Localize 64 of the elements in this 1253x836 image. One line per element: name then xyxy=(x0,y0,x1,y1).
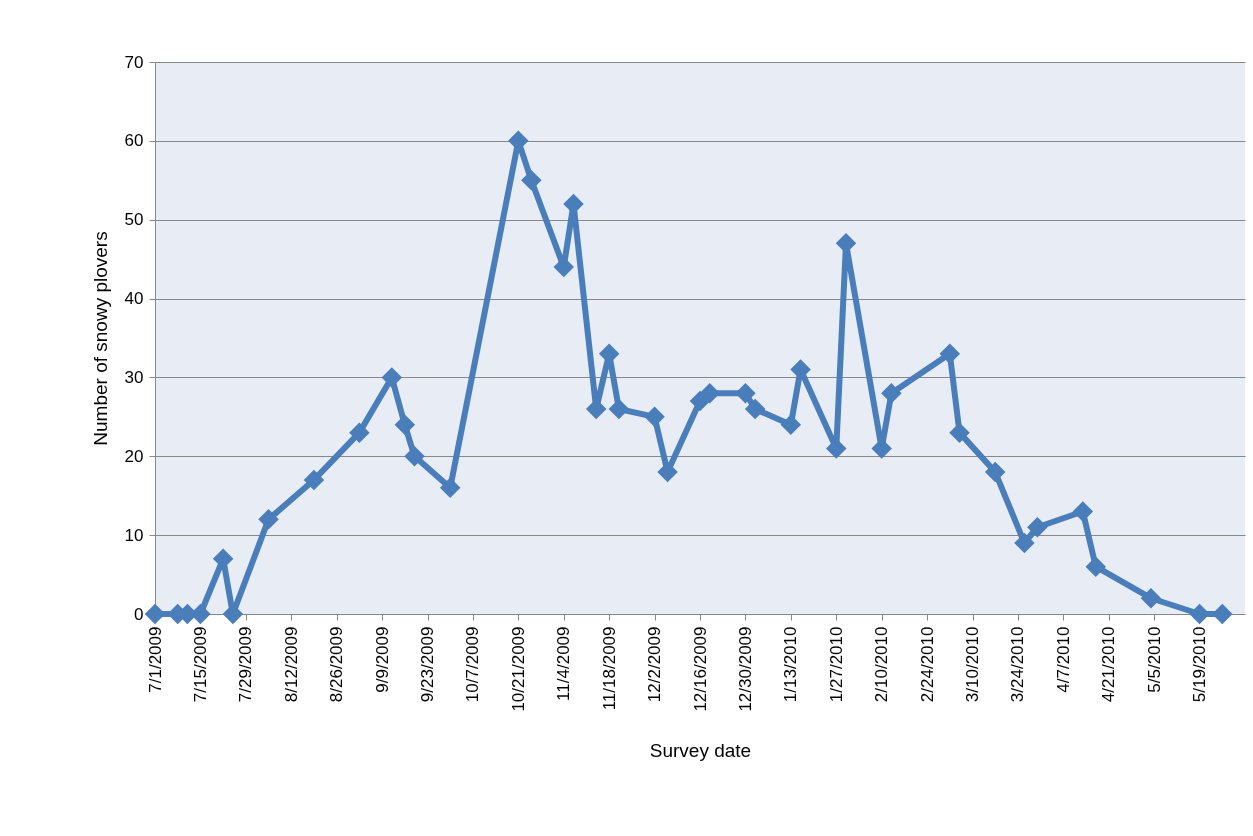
y-tick-label: 70 xyxy=(124,52,144,72)
y-tick-label: 40 xyxy=(124,289,144,309)
point xyxy=(1085,556,1107,577)
x-tick-label: 7/15/2009 xyxy=(190,626,210,703)
point xyxy=(349,422,370,443)
point xyxy=(1027,517,1048,538)
point xyxy=(1014,532,1035,554)
point xyxy=(744,398,766,420)
point xyxy=(735,382,756,404)
y-tick-label: 10 xyxy=(124,525,144,545)
point xyxy=(1212,603,1233,625)
point xyxy=(1140,587,1162,609)
point xyxy=(939,343,961,365)
point xyxy=(1189,603,1210,625)
x-tick-label: 8/26/2009 xyxy=(327,626,347,703)
point xyxy=(404,446,425,467)
x-tick-label: 5/5/2010 xyxy=(1144,626,1164,693)
point xyxy=(394,414,416,435)
x-tick-label: 9/23/2009 xyxy=(418,626,437,703)
point xyxy=(699,382,720,404)
x-tick-label: 11/18/2009 xyxy=(599,626,619,711)
point xyxy=(608,398,630,420)
point xyxy=(657,461,678,483)
x-tick-label: 7/29/2009 xyxy=(236,626,256,703)
x-tick-label: 12/16/2009 xyxy=(690,626,710,712)
point xyxy=(949,422,970,443)
x-tick-label: 3/24/2010 xyxy=(1008,626,1028,703)
x-tick-label: 8/12/2009 xyxy=(281,626,301,703)
point xyxy=(381,367,403,388)
point xyxy=(439,477,461,499)
x-tick-label: 10/21/2009 xyxy=(508,626,528,712)
point xyxy=(1072,501,1094,522)
point xyxy=(835,233,857,254)
y-tick-label: 30 xyxy=(124,367,144,387)
x-tick-label: 12/2/2009 xyxy=(645,626,665,703)
point xyxy=(144,603,166,625)
point xyxy=(826,438,847,459)
y-axis-title: Number of snowy plovers xyxy=(89,231,111,446)
x-tick-label: 3/10/2010 xyxy=(963,626,982,703)
y-tick-label: 60 xyxy=(124,131,144,151)
point xyxy=(303,469,325,491)
x-tick-label: 1/13/2010 xyxy=(781,626,801,703)
x-tick-label: 2/10/2010 xyxy=(872,626,892,703)
x-tick-label: 1/27/2010 xyxy=(826,626,846,703)
point xyxy=(984,461,1006,483)
x-tick-label: 2/24/2010 xyxy=(917,626,937,703)
point xyxy=(258,509,279,530)
point xyxy=(644,406,665,428)
point xyxy=(521,170,542,191)
y-tick-label: 20 xyxy=(124,446,144,466)
point xyxy=(780,414,802,435)
point xyxy=(881,382,902,404)
x-tick-label: 11/4/2009 xyxy=(554,626,574,701)
x-tick-label: 10/7/2009 xyxy=(463,626,483,703)
x-tick-label: 12/30/2009 xyxy=(735,626,755,712)
y-tick-label: 50 xyxy=(124,210,144,230)
x-tick-label: 4/7/2010 xyxy=(1053,626,1073,693)
point xyxy=(689,390,711,412)
x-tick-label: 5/19/2010 xyxy=(1190,626,1210,703)
y-tick-label: 0 xyxy=(134,604,144,624)
x-tick-label: 7/1/2009 xyxy=(145,626,165,693)
x-tick-label: 9/9/2009 xyxy=(372,626,392,693)
x-axis-title: Survey date xyxy=(649,739,752,761)
x-tick-label: 4/21/2010 xyxy=(1099,626,1119,703)
